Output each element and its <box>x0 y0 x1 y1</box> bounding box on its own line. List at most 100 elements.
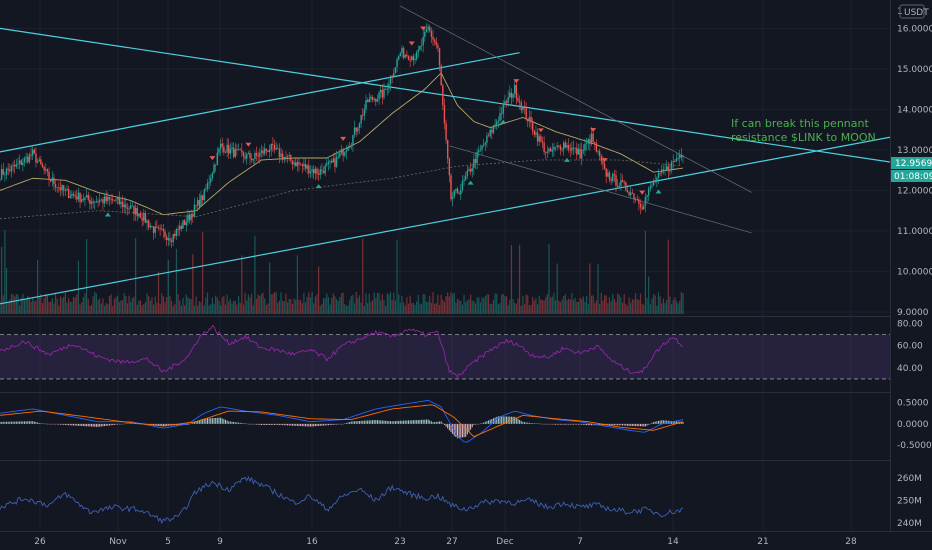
volume-bar <box>144 302 147 314</box>
candle-body <box>291 160 294 165</box>
macd-tick: 0.0000 <box>897 420 929 430</box>
volume-bar <box>618 294 620 314</box>
candle-body <box>41 164 44 168</box>
candle-body <box>661 169 663 174</box>
volume-bar <box>82 297 84 314</box>
candle-body <box>244 156 246 159</box>
countdown: 01:08:09 <box>894 172 932 182</box>
candle-body <box>360 114 362 124</box>
macd-histogram-bar <box>45 423 47 425</box>
volume-bar <box>672 299 674 314</box>
volume-bar <box>170 300 173 314</box>
candle-body <box>249 152 251 159</box>
candle-body <box>262 150 264 154</box>
candle-body <box>600 156 603 162</box>
macd-histogram-bar <box>123 423 125 425</box>
volume-bar <box>371 300 374 314</box>
thin-falling-1-line <box>400 5 752 193</box>
volume-bar <box>430 302 432 314</box>
volume-bar <box>148 296 150 314</box>
annotation-line-1[interactable]: If can break this pennant <box>731 117 869 130</box>
volume-bar <box>458 300 460 314</box>
candle-body <box>574 147 576 149</box>
volume-bar <box>95 293 98 314</box>
macd-histogram-bar <box>354 421 356 424</box>
volume-bar <box>283 301 285 314</box>
macd-histogram-bar <box>202 419 204 424</box>
volume-bar <box>108 295 111 314</box>
macd-histogram-bar <box>156 423 158 426</box>
candle-body <box>587 139 589 144</box>
volume-bar <box>386 293 388 314</box>
macd-histogram-bar <box>241 423 243 424</box>
buy-marker <box>500 119 507 124</box>
candle-body <box>72 193 75 196</box>
volume-bar <box>409 295 411 314</box>
candle-body <box>53 177 55 185</box>
candle-body <box>384 88 387 90</box>
macd-histogram-bar <box>234 422 236 424</box>
macd-histogram-bar <box>239 422 241 424</box>
volume-bar <box>520 305 522 314</box>
macd-histogram-bar <box>360 420 362 424</box>
volume-bar <box>36 259 39 314</box>
volume-bar <box>128 295 130 314</box>
macd-histogram-bar <box>393 421 395 424</box>
macd-histogram-bar <box>442 423 444 424</box>
candle-body <box>644 196 647 206</box>
price-axis[interactable]: 16.0000 15.0000 14.0000 13.0000 12.0000 11.00… <box>897 24 932 318</box>
macd-histogram-bar <box>260 423 262 426</box>
buy-marker <box>467 180 474 185</box>
volume-bar <box>393 292 395 314</box>
macd-histogram-bar <box>95 423 97 427</box>
macd-histogram-bar <box>375 420 377 424</box>
candle-body <box>180 225 183 229</box>
macd-histogram-bar <box>555 423 557 425</box>
macd-histogram-bar <box>120 423 122 425</box>
macd-histogram-bar <box>216 417 218 424</box>
candle-body <box>30 154 32 156</box>
macd-histogram-bar <box>416 420 418 424</box>
volume-bar <box>76 294 78 314</box>
macd-histogram-bar <box>635 423 637 427</box>
volume-bar <box>179 300 181 314</box>
countdown-badge <box>891 170 932 182</box>
volume-bar <box>437 294 439 314</box>
annotation-line-2[interactable]: resistance $LINK to MOON <box>731 131 876 144</box>
macd-histogram-bar <box>448 423 450 431</box>
volume-bar <box>229 298 231 314</box>
volume-bar <box>71 301 73 314</box>
macd-histogram-bar <box>463 423 465 438</box>
volume-bar <box>623 294 625 314</box>
macd-histogram-bar <box>561 423 563 425</box>
macd-histogram-bar <box>496 416 498 424</box>
macd-histogram-bar <box>440 421 442 424</box>
volume-bar <box>487 294 490 314</box>
trendlines[interactable] <box>0 5 891 305</box>
volume-bar <box>517 298 519 314</box>
candle-body <box>108 196 111 200</box>
macd-histogram-bar <box>470 423 472 430</box>
volume-bar <box>576 301 578 314</box>
macd-histogram-bar <box>380 420 382 424</box>
macd-histogram-bar <box>337 423 339 425</box>
macd-histogram-bar <box>79 423 81 426</box>
volume-bar <box>231 303 233 314</box>
volume-bar <box>481 297 483 314</box>
volume-bar <box>290 299 292 314</box>
candle-body <box>553 147 555 151</box>
time-axis[interactable]: 26 Nov 5 9 16 23 27 Dec 7 14 21 28 <box>34 537 857 547</box>
volume-bar <box>246 300 248 314</box>
candle-body <box>585 143 588 145</box>
candle-body <box>187 214 189 222</box>
volume-bar <box>628 297 630 314</box>
candle-body <box>482 144 485 146</box>
macd-histogram-bar <box>122 423 124 425</box>
currency-badge[interactable] <box>899 4 925 19</box>
volume-bar <box>465 302 467 314</box>
macd-histogram-bar <box>519 419 521 424</box>
macd-histogram-bar <box>473 423 475 425</box>
volume-bar <box>264 298 266 314</box>
volume-bar <box>208 305 210 314</box>
